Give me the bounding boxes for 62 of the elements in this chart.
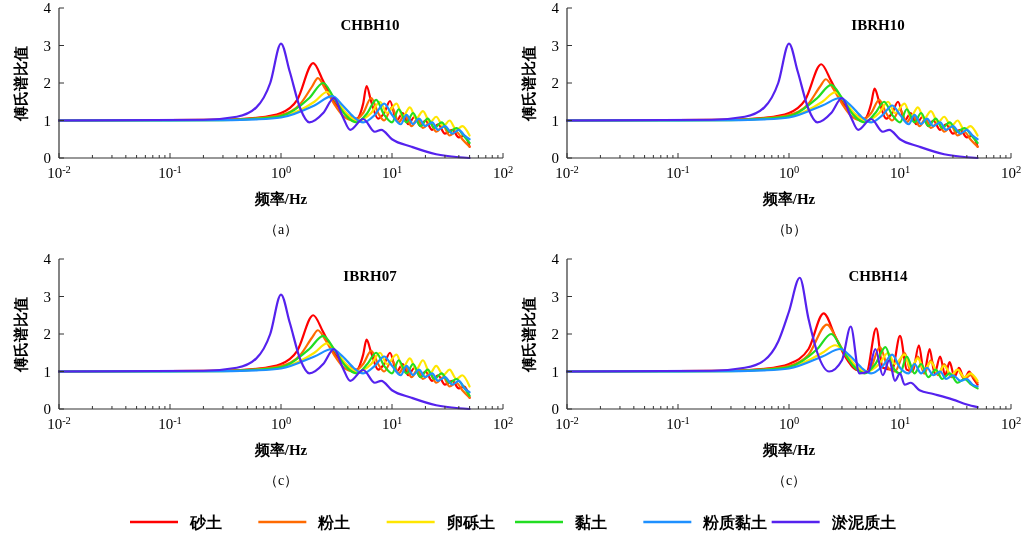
- y-tick-label: 3: [43, 288, 51, 305]
- text: （b）: [771, 222, 807, 237]
- y-tick-label: 4: [43, 0, 52, 16]
- x-axis-title: 频率/Hz: [761, 190, 816, 207]
- y-tick-label: 1: [43, 112, 51, 129]
- y-tick-label: 0: [43, 401, 51, 417]
- y-tick-label: 0: [43, 150, 51, 166]
- x-tick-label: 10$^{2}$: [492, 163, 514, 181]
- y-tick-label: 0: [551, 401, 559, 417]
- text: CHBH14: [848, 268, 909, 284]
- y-tick-label: 2: [551, 75, 559, 91]
- y-tick-label: 1: [43, 363, 51, 380]
- y-tick-label: 3: [551, 37, 559, 54]
- x-tick-label: 10$^{-1}$: [666, 163, 690, 181]
- x-tick-label: 10$^{-1}$: [158, 163, 182, 181]
- x-tick-label: 10$^{-1}$: [158, 414, 182, 432]
- x-tick-label: 10$^{1}$: [889, 163, 911, 181]
- x-tick-label: 10$^{-2}$: [555, 414, 579, 432]
- y-tick-label: 2: [551, 326, 559, 342]
- x-tick-label: 10$^{-2}$: [47, 163, 71, 181]
- text: IBRH10: [851, 17, 905, 33]
- y-tick-label: 3: [551, 288, 559, 305]
- x-axis-title: 频率/Hz: [253, 190, 308, 207]
- text: IBRH07: [343, 268, 398, 284]
- y-tick-label: 1: [551, 112, 559, 129]
- y-tick-label: 2: [43, 75, 51, 91]
- text: （c）: [771, 473, 807, 488]
- y-tick-label: 2: [43, 326, 51, 342]
- y-axis-title: 傅氏谱比值: [520, 296, 537, 373]
- y-axis-title: 傅氏谱比值: [12, 45, 29, 122]
- legend-label: 淤泥质土: [830, 514, 896, 531]
- x-tick-label: 10$^{1}$: [889, 414, 911, 432]
- y-tick-label: 0: [551, 150, 559, 166]
- text: CHBH10: [340, 17, 400, 33]
- x-tick-label: 10$^{0}$: [778, 163, 800, 181]
- text: （c）: [263, 473, 299, 488]
- x-tick-label: 10$^{-2}$: [47, 414, 71, 432]
- x-tick-label: 10$^{-1}$: [666, 414, 690, 432]
- y-tick-label: 4: [43, 251, 52, 267]
- x-axis-title: 频率/Hz: [761, 441, 816, 458]
- x-tick-label: 10$^{0}$: [270, 163, 292, 181]
- y-tick-label: 4: [551, 251, 560, 267]
- x-tick-label: 10$^{-2}$: [555, 163, 579, 181]
- y-axis-title: 傅氏谱比值: [12, 296, 29, 373]
- x-tick-label: 10$^{2}$: [492, 414, 514, 432]
- legend-label: 粉土: [317, 514, 351, 531]
- legend-label: 粉质黏土: [702, 514, 768, 531]
- x-tick-label: 10$^{0}$: [778, 414, 800, 432]
- x-tick-label: 10$^{1}$: [381, 163, 403, 181]
- x-tick-label: 10$^{2}$: [1000, 163, 1022, 181]
- x-tick-label: 10$^{2}$: [1000, 414, 1022, 432]
- x-axis-title: 频率/Hz: [253, 441, 308, 458]
- y-axis-title: 傅氏谱比值: [520, 45, 537, 122]
- x-tick-label: 10$^{1}$: [381, 414, 403, 432]
- x-tick-label: 10$^{0}$: [270, 414, 292, 432]
- y-tick-label: 1: [551, 363, 559, 380]
- legend-label: 砂土: [189, 514, 222, 531]
- legend-label: 卵砾土: [445, 514, 495, 531]
- text: （a）: [263, 222, 299, 237]
- y-tick-label: 4: [551, 0, 560, 16]
- y-tick-label: 3: [43, 37, 51, 54]
- legend-label: 黏土: [574, 514, 607, 531]
